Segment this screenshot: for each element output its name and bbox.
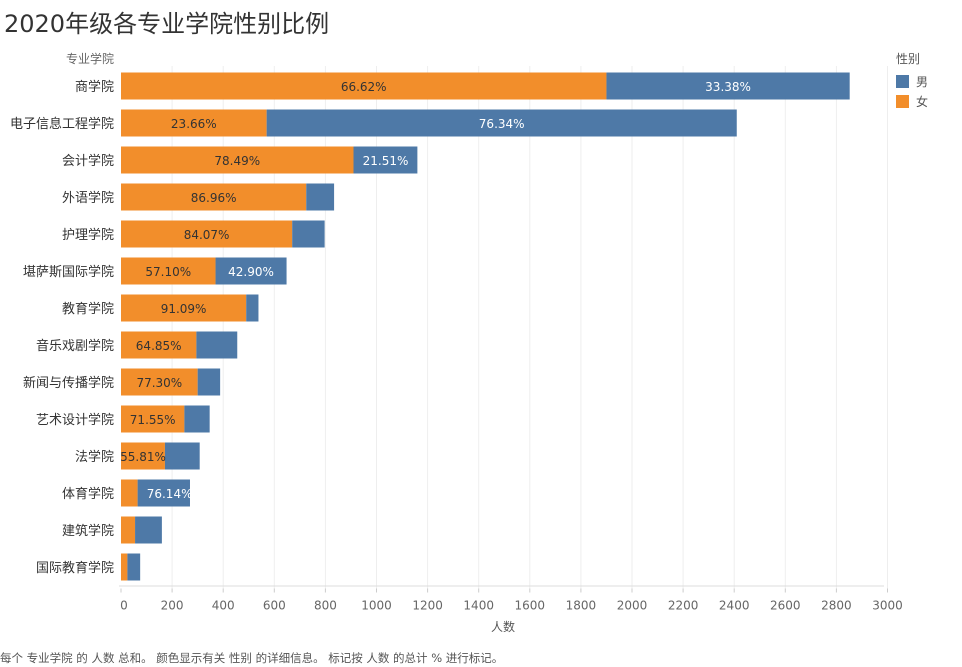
- bar-female[interactable]: [121, 257, 216, 285]
- legend-title: 性别: [896, 52, 921, 66]
- legend-label-male: 男: [916, 74, 929, 89]
- x-tick-label: 1400: [463, 599, 494, 613]
- legend[interactable]: 性别 男 女: [896, 50, 928, 111]
- bar-label-female: 64.85%: [136, 339, 182, 353]
- legend-swatch-male: [896, 74, 909, 88]
- bar-female[interactable]: [121, 146, 354, 174]
- bar-female[interactable]: [121, 331, 197, 359]
- category-label: 商学院: [75, 79, 114, 95]
- bar-male[interactable]: [353, 146, 418, 174]
- category-label: 会计学院: [62, 153, 114, 169]
- x-tick-label: 1800: [566, 599, 597, 613]
- category-label: 教育学院: [62, 301, 114, 317]
- bar-male[interactable]: [164, 442, 200, 470]
- bar-label-male: 76.14%: [147, 487, 193, 501]
- bar-male[interactable]: [266, 109, 737, 137]
- category-label: 电子信息工程学院: [10, 116, 114, 132]
- bar-female[interactable]: [121, 72, 607, 100]
- x-tick-label: 2000: [617, 599, 648, 613]
- x-tick-labels: 0 200 400 600 800 1000 1200 1400 1600 1800 2000 220…: [120, 599, 903, 613]
- bar-label-female: 23.66%: [171, 117, 217, 131]
- row-header: 专业学院: [66, 51, 114, 66]
- x-tick-label: 2400: [719, 599, 750, 613]
- bar-male[interactable]: [137, 479, 190, 507]
- bar-female[interactable]: [121, 516, 136, 544]
- x-tick-label: 800: [314, 599, 337, 613]
- bar-female[interactable]: [121, 294, 247, 322]
- bar-male[interactable]: [246, 294, 259, 322]
- x-tick-label: 2200: [668, 599, 699, 613]
- bar-label-female: 91.09%: [161, 302, 207, 316]
- bars: [121, 72, 850, 581]
- x-tick-label: 2800: [821, 599, 852, 613]
- chart-title: 2020年级各专业学院性别比例: [4, 10, 330, 38]
- legend-item-male[interactable]: 男: [896, 71, 928, 91]
- x-tick-label: 2600: [770, 599, 801, 613]
- category-labels: 商学院电子信息工程学院会计学院外语学院护理学院堪萨斯国际学院教育学院音乐戏剧学院…: [10, 79, 114, 576]
- bar-label-female: 77.30%: [136, 376, 182, 390]
- bar-male[interactable]: [306, 183, 335, 211]
- footnote: 每个 专业学院 的 人数 总和。 颜色显示有关 性别 的详细信息。 标记按 人数…: [0, 651, 504, 665]
- category-label: 体育学院: [62, 486, 114, 502]
- bar-male[interactable]: [196, 331, 238, 359]
- category-label: 新闻与传播学院: [23, 375, 114, 391]
- category-label: 音乐戏剧学院: [36, 338, 114, 354]
- bar-labels: 66.62% 33.38% 23.66% 76.34% 78.49% 21.51% 86.9…: [120, 80, 751, 501]
- x-tick-label: 400: [212, 599, 235, 613]
- bar-label-male: 76.34%: [479, 117, 525, 131]
- bar-male[interactable]: [135, 516, 162, 544]
- bar-label-female: 78.49%: [214, 154, 260, 168]
- category-label: 外语学院: [62, 190, 114, 206]
- x-tick-label: 1600: [515, 599, 546, 613]
- bar-female[interactable]: [121, 442, 165, 470]
- bar-female[interactable]: [121, 220, 293, 248]
- category-label: 堪萨斯国际学院: [23, 264, 114, 280]
- bar-label-female: 66.62%: [341, 80, 387, 94]
- bar-male[interactable]: [184, 405, 210, 433]
- category-label: 艺术设计学院: [36, 412, 114, 428]
- bar-male[interactable]: [606, 72, 850, 100]
- category-label: 国际教育学院: [36, 560, 114, 576]
- bar-male[interactable]: [197, 368, 221, 396]
- x-tick-label: 1000: [361, 599, 392, 613]
- x-tick-label: 3000: [872, 599, 903, 613]
- bar-female[interactable]: [121, 405, 185, 433]
- bar-label-male: 42.90%: [228, 265, 274, 279]
- bar-label-female: 86.96%: [191, 191, 237, 205]
- bar-label-female: 57.10%: [145, 265, 191, 279]
- legend-item-female[interactable]: 女: [896, 91, 928, 111]
- bar-female[interactable]: [121, 368, 198, 396]
- bar-label-female: 71.55%: [130, 413, 176, 427]
- x-tick-label: 600: [263, 599, 286, 613]
- legend-swatch-female: [896, 94, 909, 108]
- bar-female[interactable]: [121, 553, 128, 581]
- bar-female[interactable]: [121, 479, 138, 507]
- x-tick-label: 1200: [412, 599, 443, 613]
- x-tick-label: 200: [161, 599, 184, 613]
- bar-female[interactable]: [121, 109, 267, 137]
- gridlines: [120, 66, 888, 593]
- legend-label-female: 女: [916, 94, 929, 109]
- bar-male[interactable]: [127, 553, 141, 581]
- category-label: 护理学院: [62, 227, 114, 243]
- bar-female[interactable]: [121, 183, 307, 211]
- bar-male[interactable]: [215, 257, 287, 285]
- x-tick-label: 0: [120, 599, 128, 613]
- bar-label-female: 84.07%: [184, 228, 230, 242]
- bar-label-male: 21.51%: [363, 154, 409, 168]
- category-label: 法学院: [75, 449, 114, 465]
- bar-male[interactable]: [292, 220, 325, 248]
- bar-label-female: 55.81%: [120, 450, 166, 464]
- bar-label-male: 33.38%: [705, 80, 751, 94]
- category-label: 建筑学院: [62, 523, 114, 539]
- x-axis-label: 人数: [491, 619, 515, 634]
